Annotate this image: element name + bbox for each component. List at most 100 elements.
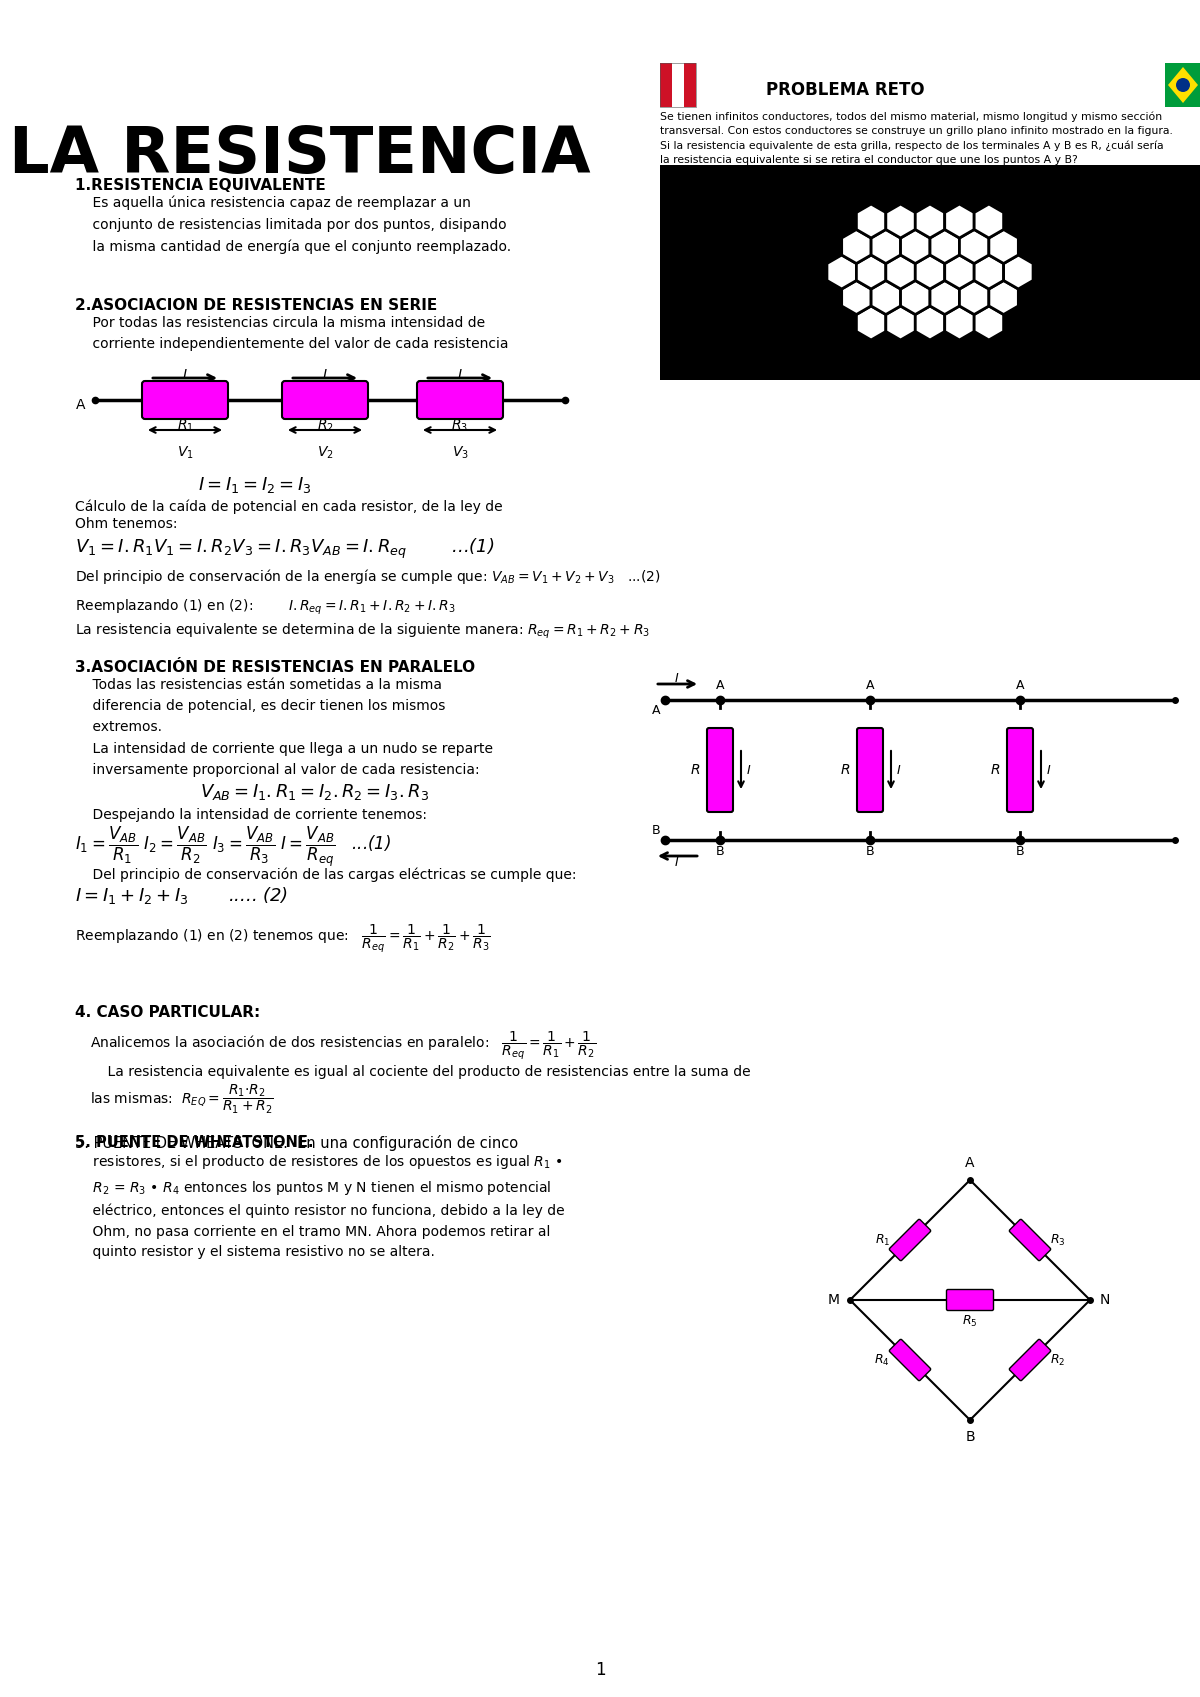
Polygon shape <box>944 255 974 288</box>
Text: R: R <box>990 764 1000 777</box>
Text: I: I <box>323 368 328 382</box>
Text: Analicemos la asociación de dos resistencias en paralelo:   $\dfrac{1}{R_{eq}} =: Analicemos la asociación de dos resisten… <box>90 1028 596 1062</box>
Text: B: B <box>652 823 660 837</box>
Text: Reemplazando (1) en (2):        $I.R_{eq} = I.R_1 + I.R_2 + I.R_3$: Reemplazando (1) en (2): $I.R_{eq} = I.R… <box>74 597 456 618</box>
Text: I: I <box>676 855 679 869</box>
Polygon shape <box>916 255 944 288</box>
Text: 1: 1 <box>595 1661 605 1678</box>
Text: Ohm tenemos:: Ohm tenemos: <box>74 518 178 531</box>
Text: Cálculo de la caída de potencial en cada resistor, de la ley de: Cálculo de la caída de potencial en cada… <box>74 501 503 514</box>
Polygon shape <box>1168 66 1198 104</box>
Text: $V_3$: $V_3$ <box>451 445 468 462</box>
Text: A: A <box>1015 679 1025 692</box>
Polygon shape <box>886 255 916 288</box>
Text: 4. CASO PARTICULAR:: 4. CASO PARTICULAR: <box>74 1005 260 1020</box>
Text: B: B <box>865 845 875 859</box>
Bar <box>1165 63 1200 107</box>
FancyBboxPatch shape <box>1009 1220 1051 1261</box>
Polygon shape <box>989 229 1019 263</box>
Polygon shape <box>900 229 930 263</box>
Polygon shape <box>974 255 1003 288</box>
Text: I: I <box>458 368 462 382</box>
Text: 5. PUENTE DE WHEATSTONE.  En una configuración de cinco: 5. PUENTE DE WHEATSTONE. En una configur… <box>74 1135 518 1151</box>
Text: M: M <box>828 1293 840 1307</box>
Text: $R_5$: $R_5$ <box>962 1313 978 1329</box>
Text: B: B <box>1015 845 1025 859</box>
Polygon shape <box>857 204 886 238</box>
FancyBboxPatch shape <box>947 1290 994 1310</box>
Polygon shape <box>1003 255 1033 288</box>
FancyBboxPatch shape <box>418 382 503 419</box>
Polygon shape <box>886 305 916 339</box>
FancyBboxPatch shape <box>142 382 228 419</box>
Text: La intensidad de corriente que llega a un nudo se reparte
    inversamente propo: La intensidad de corriente que llega a u… <box>74 742 493 777</box>
Text: $V_1$: $V_1$ <box>176 445 193 462</box>
Polygon shape <box>974 305 1003 339</box>
Text: Reemplazando (1) en (2) tenemos que:   $\dfrac{1}{R_{eq}} = \dfrac{1}{R_1} + \df: Reemplazando (1) en (2) tenemos que: $\d… <box>74 921 491 955</box>
Text: 3.ASOCIACIÓN DE RESISTENCIAS EN PARALELO: 3.ASOCIACIÓN DE RESISTENCIAS EN PARALELO <box>74 660 475 675</box>
Bar <box>660 63 672 107</box>
FancyBboxPatch shape <box>1009 1339 1051 1381</box>
Polygon shape <box>916 204 944 238</box>
Text: $I = I_1 = I_2 = I_3$: $I = I_1 = I_2 = I_3$ <box>198 475 312 496</box>
Bar <box>684 63 696 107</box>
Polygon shape <box>960 280 989 314</box>
Polygon shape <box>930 280 960 314</box>
Polygon shape <box>944 204 974 238</box>
Text: Del principio de conservación de las cargas eléctricas se cumple que:: Del principio de conservación de las car… <box>74 867 576 882</box>
Text: A: A <box>965 1156 974 1169</box>
Polygon shape <box>916 305 944 339</box>
Text: I: I <box>746 764 751 777</box>
Text: $R_2$: $R_2$ <box>317 417 334 434</box>
Text: $V_{AB} = I_1.R_1 = I_2.R_2 = I_3.R_3$: $V_{AB} = I_1.R_1 = I_2.R_2 = I_3.R_3$ <box>200 782 430 803</box>
Polygon shape <box>841 280 871 314</box>
Text: $I_1 = \dfrac{V_{AB}}{R_1}\ I_2 = \dfrac{V_{AB}}{R_2}\ I_3 = \dfrac{V_{AB}}{R_3}: $I_1 = \dfrac{V_{AB}}{R_1}\ I_2 = \dfrac… <box>74 825 391 869</box>
Polygon shape <box>944 305 974 339</box>
Text: R: R <box>840 764 850 777</box>
Polygon shape <box>974 204 1003 238</box>
Text: resistores, si el producto de resistores de los opuestos es igual $R_1$ •
    $R: resistores, si el producto de resistores… <box>74 1152 565 1259</box>
FancyBboxPatch shape <box>889 1220 931 1261</box>
Polygon shape <box>900 280 930 314</box>
Text: A: A <box>865 679 875 692</box>
Text: $R_2$: $R_2$ <box>1050 1353 1066 1368</box>
Text: $R_4$: $R_4$ <box>875 1353 890 1368</box>
Text: $R_3$: $R_3$ <box>451 417 468 434</box>
Bar <box>660 165 1200 380</box>
Polygon shape <box>871 280 900 314</box>
Text: Del principio de conservación de la energía se cumple que: $V_{AB} = V_1 + V_2 +: Del principio de conservación de la ener… <box>74 567 661 585</box>
FancyBboxPatch shape <box>1007 728 1033 811</box>
Polygon shape <box>841 229 871 263</box>
Text: Todas las resistencias están sometidas a la misma
    diferencia de potencial, e: Todas las resistencias están sometidas a… <box>74 679 445 735</box>
Text: $V_2$: $V_2$ <box>317 445 334 462</box>
Bar <box>672 63 684 107</box>
Text: I: I <box>182 368 187 382</box>
Text: R: R <box>690 764 700 777</box>
Text: I: I <box>898 764 901 777</box>
Polygon shape <box>871 229 900 263</box>
FancyBboxPatch shape <box>282 382 368 419</box>
Polygon shape <box>989 280 1019 314</box>
Polygon shape <box>827 255 857 288</box>
FancyBboxPatch shape <box>707 728 733 811</box>
FancyBboxPatch shape <box>889 1339 931 1381</box>
Text: N: N <box>1100 1293 1110 1307</box>
Text: las mismas:  $R_{EQ} = \dfrac{R_1{\cdot}R_2}{R_1+R_2}$: las mismas: $R_{EQ} = \dfrac{R_1{\cdot}R… <box>90 1083 274 1117</box>
Text: La resistencia equivalente se determina de la siguiente manera: $R_{eq} = R_1 + : La resistencia equivalente se determina … <box>74 623 650 641</box>
Text: $R_1$: $R_1$ <box>176 417 193 434</box>
Text: A: A <box>76 399 85 412</box>
Polygon shape <box>857 255 886 288</box>
Text: 5. PUENTE DE WHEATSTONE.: 5. PUENTE DE WHEATSTONE. <box>74 1135 313 1151</box>
Polygon shape <box>857 305 886 339</box>
Text: I: I <box>1046 764 1051 777</box>
Polygon shape <box>886 204 916 238</box>
Text: 2.ASOCIACION DE RESISTENCIAS EN SERIE: 2.ASOCIACION DE RESISTENCIAS EN SERIE <box>74 299 437 312</box>
FancyBboxPatch shape <box>857 728 883 811</box>
Text: $I = I_1 + I_2 + I_3$       ..... (2): $I = I_1 + I_2 + I_3$ ..... (2) <box>74 886 288 906</box>
Bar <box>660 63 696 107</box>
Polygon shape <box>960 229 989 263</box>
Text: Es aquella única resistencia capaz de reemplazar a un
    conjunto de resistenci: Es aquella única resistencia capaz de re… <box>74 195 511 253</box>
Text: $V_1 = I.R_1V_1 = I.R_2V_3 = I.R_3V_{AB} = I.R_{eq}$        ...(1): $V_1 = I.R_1V_1 = I.R_2V_3 = I.R_3V_{AB}… <box>74 536 494 562</box>
Text: LA RESISTENCIA: LA RESISTENCIA <box>10 124 590 187</box>
Text: A: A <box>652 704 660 716</box>
